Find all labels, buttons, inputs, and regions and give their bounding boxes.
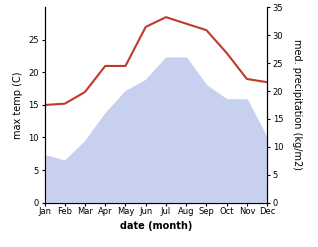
X-axis label: date (month): date (month) bbox=[120, 221, 192, 231]
Y-axis label: max temp (C): max temp (C) bbox=[13, 71, 23, 139]
Y-axis label: med. precipitation (kg/m2): med. precipitation (kg/m2) bbox=[292, 40, 302, 170]
